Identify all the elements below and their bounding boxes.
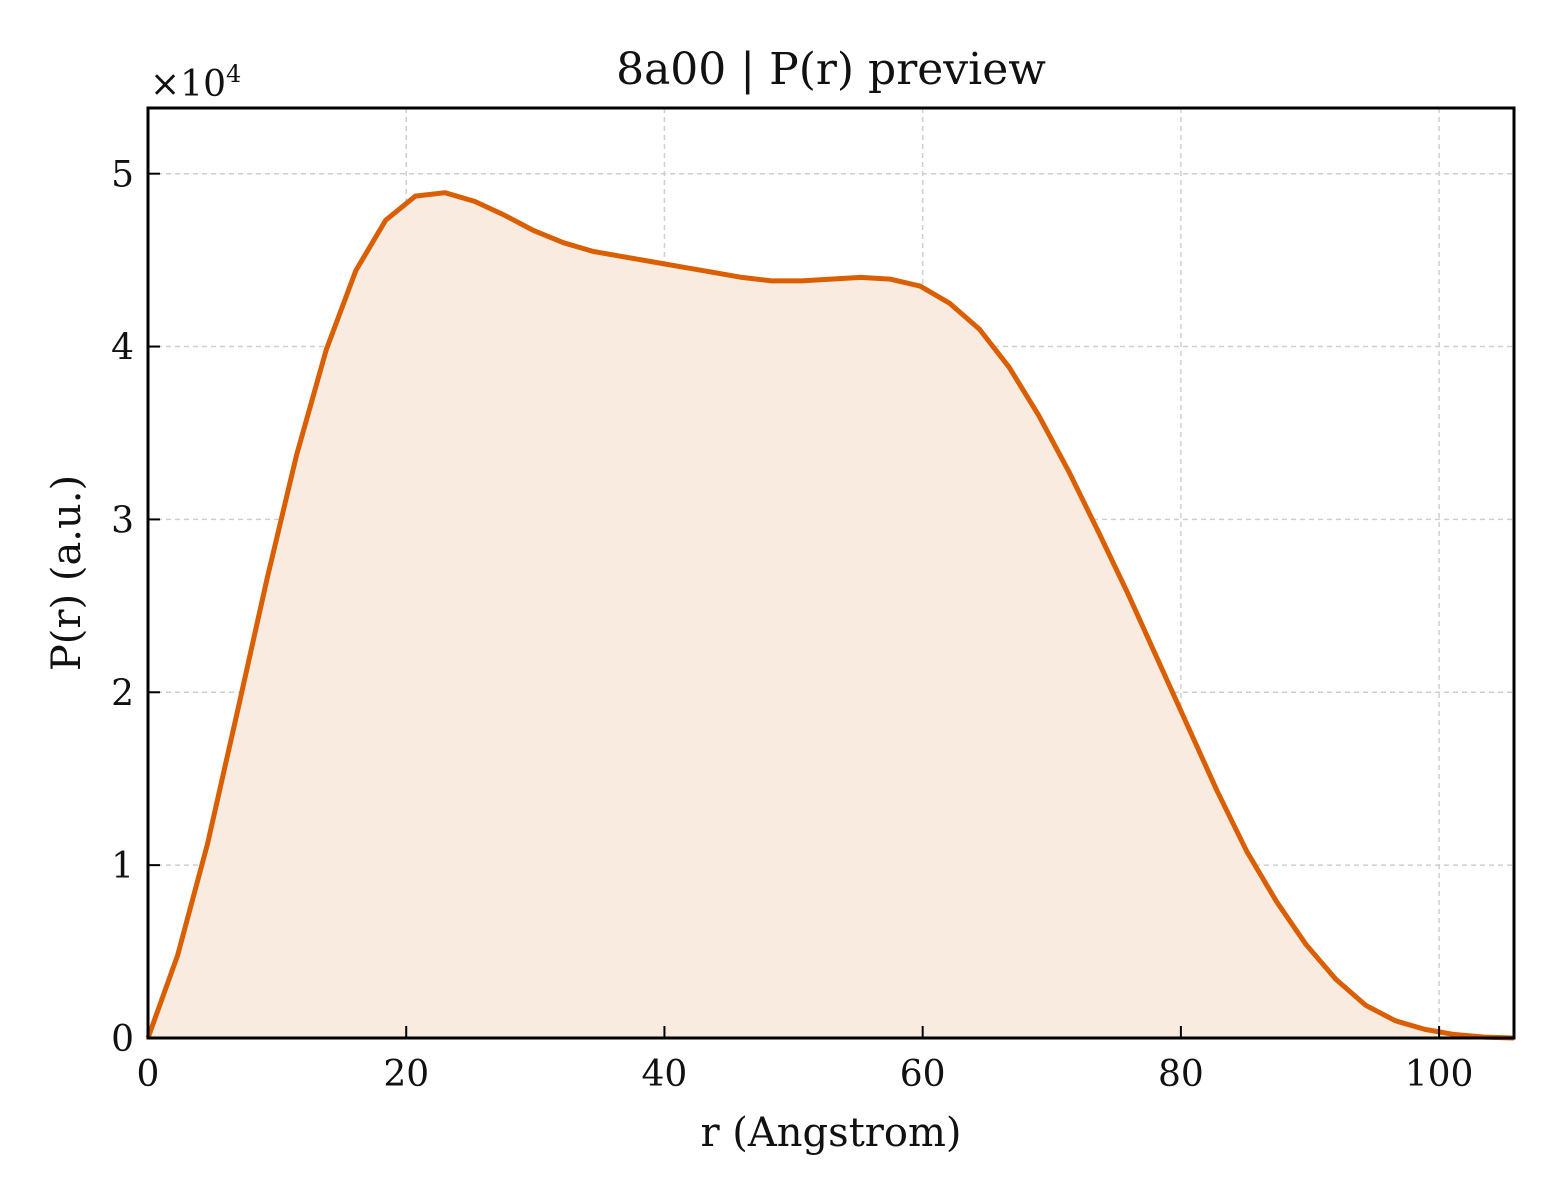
y-tick-label: 3 <box>111 500 134 541</box>
y-tick-label: 0 <box>111 1019 134 1060</box>
x-axis-label: r (Angstrom) <box>700 1110 961 1156</box>
y-tick-label: 4 <box>111 328 134 369</box>
x-tick-label: 80 <box>1158 1054 1204 1095</box>
x-tick-label: 60 <box>900 1054 946 1095</box>
plot-frame <box>146 106 1516 1040</box>
x-tick-label: 40 <box>642 1054 688 1095</box>
y-tick-label: 1 <box>111 846 134 887</box>
series-line <box>145 190 1515 1041</box>
y-axis-multiplier: ×104 <box>150 60 241 105</box>
y-tick-label: 5 <box>111 155 134 196</box>
chart-title: 8a00 | P(r) preview <box>616 44 1046 95</box>
area-fill <box>148 192 1514 1038</box>
x-tick-label: 0 <box>137 1054 160 1095</box>
axis-ticks: 0 20 40 60 80 100 0 1 2 3 4 5 <box>111 155 1473 1095</box>
x-tick-label: 100 <box>1405 1054 1474 1095</box>
y-tick-label: 2 <box>111 673 134 714</box>
x-tick-label: 20 <box>383 1054 429 1095</box>
y-axis-label: P(r) (a.u.) <box>44 475 90 671</box>
